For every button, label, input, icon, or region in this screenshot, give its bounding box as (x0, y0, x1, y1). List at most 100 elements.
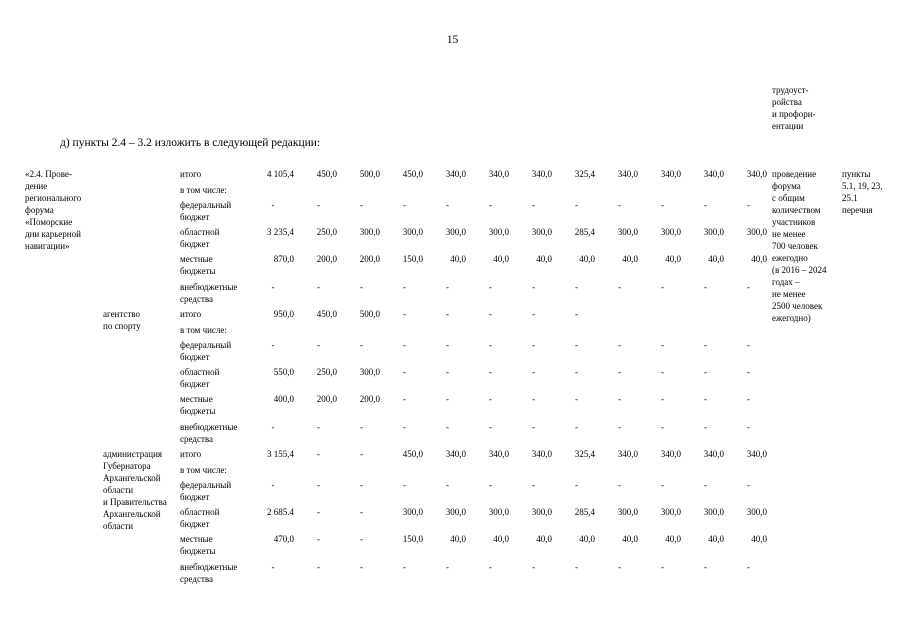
amount-empty: - (360, 480, 363, 490)
amount-value: 300,0 (703, 507, 724, 517)
budget-row: местные бюджеты 870,0 200,0 200,0 150,0 40,0 4… (180, 253, 905, 281)
budget-row: областной бюджет 2 685.4 - - 300,0 300,0 300,0… (180, 506, 905, 533)
row-label: в том числе: (180, 325, 227, 335)
row-label: в том числе: (180, 465, 227, 475)
row-label: федеральный бюджет (180, 480, 232, 502)
amount-value: 300,0 (617, 507, 638, 517)
amount-empty: - (704, 282, 707, 292)
amount-empty: - (317, 562, 320, 572)
amount-empty: - (532, 309, 535, 319)
row-label: областной бюджет (180, 227, 220, 249)
amount-empty: - (360, 340, 363, 350)
budget-row: федеральный бюджет - - - - - - - - - - - - (180, 339, 905, 366)
amount-value: 450,0 (402, 449, 423, 459)
amount-empty: - (704, 340, 707, 350)
amount-value: 300,0 (531, 507, 552, 517)
amount-empty: - (446, 200, 449, 210)
amount-empty: - (271, 422, 275, 432)
amount-empty: - (747, 200, 750, 210)
amount-value: 300,0 (703, 227, 724, 237)
executor-name: агентство по спорту (103, 309, 141, 331)
amount-value: 40,0 (579, 534, 595, 544)
amount-value: 450,0 (316, 309, 337, 319)
amount-value: 285,4 (574, 227, 595, 237)
amount-empty: - (747, 422, 750, 432)
amount-empty: - (704, 480, 707, 490)
amount-value: 40,0 (450, 254, 466, 264)
amount-empty: - (360, 507, 363, 517)
amount-value: 300,0 (445, 227, 466, 237)
measure-block: итого 4 105,4 450,0 500,0 450,0 340,0 340,0 340… (22, 168, 905, 308)
amount-value: 340,0 (488, 449, 509, 459)
amount-value: 340,0 (617, 169, 638, 179)
amount-value: 300,0 (359, 367, 380, 377)
reference-points: пункты 5.1, 19, 23, 25.1 перечня (842, 169, 883, 215)
amount-empty: - (489, 422, 492, 432)
row-label: областной бюджет (180, 367, 220, 389)
section-heading: д) пункты 2.4 – 3.2 изложить в следующей… (60, 137, 321, 149)
budget-table: «2.4. Прове- дение регионального форума … (22, 168, 905, 588)
amount-empty: - (747, 480, 750, 490)
amount-value: 500,0 (359, 309, 380, 319)
amount-value: 340,0 (531, 449, 552, 459)
measure-block: администрация Губернатора Архангельской … (22, 448, 905, 588)
amount-empty: - (618, 394, 621, 404)
row-label: федеральный бюджет (180, 200, 232, 222)
amount-value: 40,0 (708, 254, 724, 264)
amount-empty: - (271, 282, 275, 292)
budget-row: внебюджетные средства - - - - - - - - - - - - (180, 281, 905, 308)
amount-empty: - (271, 340, 275, 350)
row-label: областной бюджет (180, 507, 220, 529)
amount-empty: - (575, 309, 578, 319)
amount-value: 300,0 (660, 507, 681, 517)
amount-empty: - (704, 422, 707, 432)
amount-empty: - (317, 282, 320, 292)
budget-row: областной бюджет 3 235,4 250,0 300,0 300,0 30… (180, 226, 905, 253)
amount-empty: - (618, 200, 621, 210)
amount-empty: - (704, 562, 707, 572)
amount-empty: - (489, 200, 492, 210)
amount-value: 300,0 (746, 227, 767, 237)
amount-value: 450,0 (402, 169, 423, 179)
amount-value: 400,0 (273, 394, 294, 404)
amount-empty: - (704, 200, 707, 210)
amount-value: 340,0 (660, 449, 681, 459)
amount-empty: - (532, 367, 535, 377)
amount-empty: - (317, 507, 320, 517)
amount-empty: - (360, 422, 363, 432)
amount-empty: - (532, 394, 535, 404)
budget-row: внебюджетные средства - - - - - - - - - - - - (180, 421, 905, 448)
amount-empty: - (618, 367, 621, 377)
row-label: местные бюджеты (180, 394, 216, 416)
amount-empty: - (403, 562, 406, 572)
amount-empty: - (271, 200, 275, 210)
amount-value: 40,0 (622, 534, 638, 544)
amount-empty: - (661, 562, 664, 572)
amount-empty: - (575, 394, 578, 404)
row-label: федеральный бюджет (180, 340, 232, 362)
amount-empty: - (446, 282, 449, 292)
amount-value: 40,0 (708, 534, 724, 544)
amount-value: 470,0 (273, 534, 294, 544)
amount-value: 325,4 (574, 169, 595, 179)
amount-empty: - (575, 282, 578, 292)
amount-empty: - (489, 480, 492, 490)
amount-empty: - (661, 282, 664, 292)
amount-empty: - (704, 394, 707, 404)
amount-empty: - (317, 480, 320, 490)
measure-block: агентство по спорту итого 950,0 450,0 500,0 -… (22, 308, 905, 448)
amount-value: 500,0 (359, 169, 380, 179)
amount-empty: - (618, 282, 621, 292)
amount-empty: - (489, 309, 492, 319)
amount-value: 250,0 (316, 227, 337, 237)
amount-empty: - (317, 340, 320, 350)
amount-empty: - (446, 422, 449, 432)
amount-empty: - (747, 340, 750, 350)
amount-empty: - (446, 340, 449, 350)
row-label: местные бюджеты (180, 254, 216, 276)
amount-value: 340,0 (445, 449, 466, 459)
amount-value: 40,0 (450, 534, 466, 544)
amount-empty: - (403, 480, 406, 490)
amount-value: 40,0 (536, 254, 552, 264)
amount-value: 300,0 (746, 507, 767, 517)
